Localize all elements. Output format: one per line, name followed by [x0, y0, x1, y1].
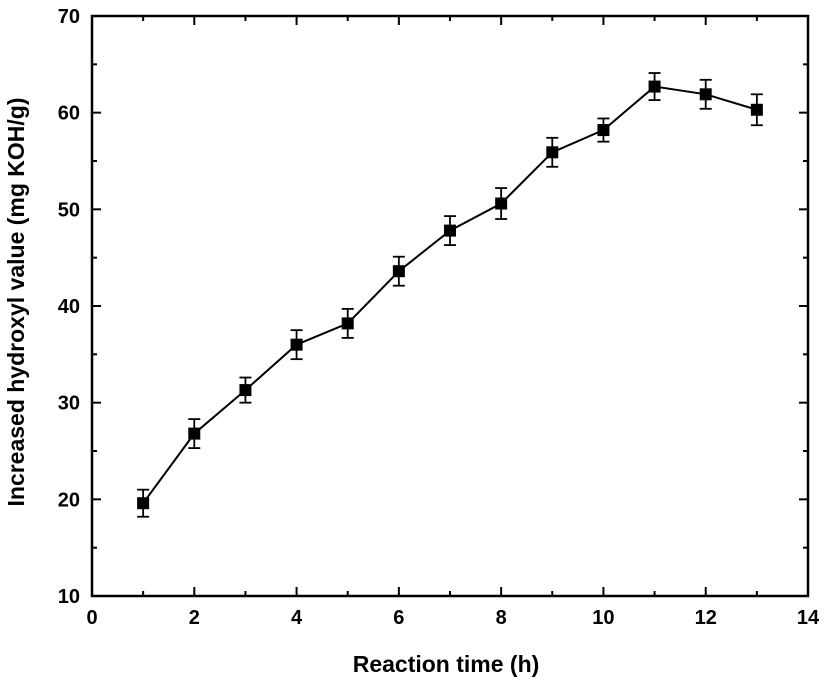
- data-point: [188, 427, 201, 440]
- data-point: [750, 103, 763, 116]
- data-point: [290, 338, 303, 351]
- data-point: [444, 224, 456, 237]
- x-tick-label: 2: [189, 607, 200, 629]
- y-axis-title: Increased hydroxyl value (mg KOH/g): [3, 97, 29, 506]
- x-tick-label: 4: [291, 607, 303, 629]
- data-point: [392, 265, 405, 278]
- axis-layer: 0 2 4 6 8 10 12 14 10 20 30 40 50 60 70: [58, 6, 820, 629]
- data-point: [648, 80, 661, 93]
- data-point: [495, 197, 508, 210]
- y-tick-label: 40: [58, 296, 80, 318]
- data-point: [597, 124, 610, 137]
- x-tick-label: 8: [496, 607, 507, 629]
- x-tick-label: 10: [592, 607, 614, 629]
- series-layer: [137, 72, 763, 518]
- data-point: [341, 317, 354, 330]
- x-tick-label: 0: [86, 607, 97, 629]
- x-tick-label: 6: [393, 607, 404, 629]
- y-tick-label: 10: [58, 586, 80, 608]
- x-tick-label: 14: [797, 607, 820, 629]
- data-point: [546, 146, 559, 159]
- y-tick-label: 50: [58, 199, 80, 221]
- y-tick-label: 30: [58, 393, 80, 415]
- plot-frame: [90, 14, 810, 598]
- data-point: [137, 497, 150, 510]
- y-tick-label: 20: [58, 489, 80, 511]
- y-tick-label: 70: [58, 6, 80, 28]
- data-point: [239, 384, 252, 397]
- data-point: [699, 88, 712, 101]
- x-axis-title: Reaction time (h): [353, 651, 540, 677]
- x-tick-label: 12: [695, 607, 717, 629]
- y-tick-label: 60: [58, 103, 80, 125]
- series-line: [142, 85, 758, 504]
